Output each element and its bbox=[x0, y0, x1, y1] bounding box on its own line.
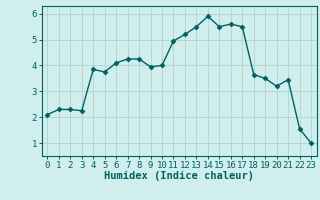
X-axis label: Humidex (Indice chaleur): Humidex (Indice chaleur) bbox=[104, 171, 254, 181]
